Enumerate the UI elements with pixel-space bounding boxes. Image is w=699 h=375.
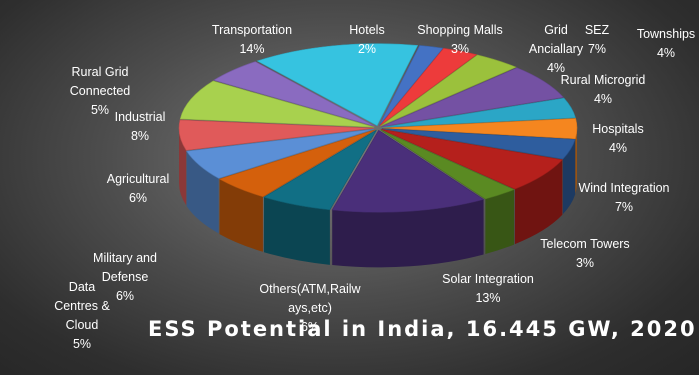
slice-wind-integration	[381, 129, 563, 190]
slice-label-sez: SEZ 7%	[585, 23, 610, 56]
slice-rural-grid-connected	[213, 61, 376, 127]
slice-hotels	[378, 45, 444, 126]
slice-agricultural	[178, 119, 375, 151]
slice-label-hotels: Hotels 2%	[349, 23, 384, 56]
slice-label-industrial: Industrial 8%	[115, 110, 166, 143]
slice-shopping-malls	[379, 48, 478, 127]
slice-label-townships: Townships 4%	[637, 27, 695, 60]
chart-title: ESS Potential in India, 16.445 GW, 2020	[148, 317, 697, 341]
slice-hospitals	[381, 128, 576, 160]
slice-rural-microgrid	[381, 118, 578, 140]
slice-side-telecom-towers	[485, 189, 515, 255]
slice-label-military-and-defense: Military and Defense 6%	[93, 251, 157, 303]
slice-side-hospitals	[562, 139, 576, 215]
slice-side-solar-integration	[332, 199, 484, 268]
slice-label-shopping-malls: Shopping Malls 3%	[417, 23, 502, 56]
pie-slices	[178, 43, 578, 213]
slice-labels: Hotels 2% Shopping Malls 3% Grid Anciallary 4%…	[54, 23, 695, 351]
slice-industrial	[179, 80, 375, 128]
slice-side-wind-integration	[514, 159, 563, 245]
slice-label-rural-grid-connected: Rural Grid Connected 5%	[70, 65, 131, 117]
slice-label-transportation: Transportation 14%	[212, 23, 292, 56]
slice-side-military-and-defense	[186, 151, 219, 234]
slice-transportation	[256, 43, 419, 127]
slice-military-and-defense	[186, 128, 375, 179]
slice-grid-anciallary	[380, 54, 517, 127]
slice-telecom-towers	[380, 129, 515, 200]
slice-label-data-centres-cloud: Data Centres & Cloud 5%	[54, 280, 110, 351]
slice-label-wind-integration: Wind Integration 7%	[578, 181, 669, 214]
slice-label-hospitals: Hospitals 4%	[592, 122, 643, 155]
slice-label-telecom-towers: Telecom Towers 3%	[540, 237, 629, 270]
slice-side-others-atm-railways-etc	[264, 197, 330, 265]
slice-label-solar-integration: Solar Integration 13%	[442, 272, 534, 305]
slice-solar-integration	[331, 129, 485, 213]
slice-side-data-centres-cloud	[219, 179, 263, 252]
slice-data-centres-cloud	[218, 129, 376, 198]
slice-label-grid-anciallary: Grid Anciallary 4%	[529, 23, 584, 75]
slice-label-rural-microgrid: Rural Microgrid 4%	[561, 73, 646, 106]
slice-label-agricultural: Agricultural 6%	[107, 172, 170, 205]
slice-sez	[381, 67, 565, 127]
slice-others-atm-railways-etc	[263, 129, 377, 211]
slice-label-others-atm-railways-etc: Others(ATM,Railw ays,etc) 6%	[259, 282, 361, 334]
slice-townships	[381, 97, 576, 128]
slice-side-rural-microgrid	[575, 128, 577, 194]
